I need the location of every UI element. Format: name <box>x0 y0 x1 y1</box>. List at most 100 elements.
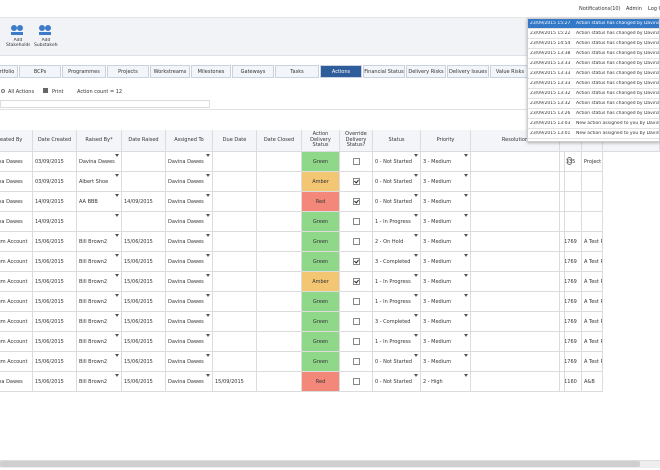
column-header[interactable]: Override Delivery Status? <box>340 130 373 152</box>
dropdown-arrow[interactable] <box>414 174 418 177</box>
dropdown-arrow[interactable] <box>115 314 119 317</box>
grid-cell[interactable]: Davina Dawes <box>166 192 213 212</box>
grid-cell[interactable]: Davina Dawes <box>166 172 213 192</box>
grid-cell[interactable]: 1 - In Progress <box>373 272 421 292</box>
column-header[interactable]: Assigned To <box>166 130 213 152</box>
dropdown-arrow[interactable] <box>206 274 210 277</box>
notification[interactable]: 23/09/2015 13:38 Action status has change… <box>528 49 659 59</box>
attachment-icon[interactable] <box>567 157 572 165</box>
grid-cell[interactable]: 0 - Not Started <box>373 152 421 172</box>
override-checkbox[interactable] <box>352 238 360 245</box>
dropdown-arrow[interactable] <box>464 374 468 377</box>
dropdown-arrow[interactable] <box>414 254 418 257</box>
grid-cell[interactable]: 2 - On Hold <box>373 232 421 252</box>
dropdown-arrow[interactable] <box>464 314 468 317</box>
notification[interactable]: 23/09/2015 13:33 Action status has change… <box>528 59 659 69</box>
dropdown-arrow[interactable] <box>414 294 418 297</box>
grid-cell[interactable]: Davina Dawes <box>166 272 213 292</box>
grid-cell[interactable]: 1 - In Progress <box>373 292 421 312</box>
dropdown-arrow[interactable] <box>414 214 418 217</box>
dropdown-arrow[interactable] <box>206 194 210 197</box>
override-checkbox[interactable] <box>352 158 360 165</box>
notification[interactable]: 23/09/2015 13:03 New action assigned to y… <box>528 119 659 129</box>
notification[interactable]: 23/09/2015 13:33 Action status has change… <box>528 69 659 79</box>
grid-cell[interactable]: 1 - In Progress <box>373 212 421 232</box>
grid-cell[interactable]: Davina Dawes <box>166 152 213 172</box>
grid-cell[interactable]: Davina Dawes <box>166 312 213 332</box>
grid-cell[interactable]: 3 - Medium <box>421 232 471 252</box>
all-actions-label[interactable]: All Actions <box>8 89 35 95</box>
notification[interactable]: 23/09/2015 15:22 Action status has change… <box>528 29 659 39</box>
ribbon-button-label[interactable]: Add Substakeholder <box>34 38 58 48</box>
grid-cell[interactable]: 3 - Medium <box>421 252 471 272</box>
override-checkbox[interactable] <box>352 298 360 305</box>
dropdown-arrow[interactable] <box>206 334 210 337</box>
tab[interactable]: Programmes <box>62 65 106 78</box>
column-header[interactable]: Date Created <box>33 130 77 152</box>
grid-cell[interactable]: 3 - Medium <box>421 332 471 352</box>
tab[interactable]: Milestones <box>191 65 231 78</box>
grid-cell[interactable]: 0 - Not Started <box>373 192 421 212</box>
dropdown-arrow[interactable] <box>115 254 119 257</box>
scroll-thumb[interactable] <box>0 461 640 467</box>
dropdown-arrow[interactable] <box>414 354 418 357</box>
column-header[interactable]: Created By <box>0 130 33 152</box>
column-header[interactable]: Raised By* <box>77 130 122 152</box>
search-box[interactable] <box>0 100 210 108</box>
grid-cell[interactable]: Davina Dawes <box>166 292 213 312</box>
dropdown-arrow[interactable] <box>115 334 119 337</box>
grid-cell[interactable]: Albert Shoe <box>77 172 122 192</box>
dropdown-arrow[interactable] <box>115 194 119 197</box>
dropdown-arrow[interactable] <box>414 234 418 237</box>
column-header[interactable]: Date Raised <box>122 130 166 152</box>
override-checkbox[interactable] <box>352 338 360 345</box>
dropdown-arrow[interactable] <box>115 274 119 277</box>
override-checkbox[interactable] <box>352 218 360 225</box>
logout-link[interactable]: Log Out <box>648 6 660 12</box>
tab[interactable]: Portfolio <box>0 65 18 78</box>
dropdown-arrow[interactable] <box>206 214 210 217</box>
grid-cell[interactable]: 1 - In Progress <box>373 332 421 352</box>
grid-cell[interactable]: 3 - Completed <box>373 312 421 332</box>
dropdown-arrow[interactable] <box>115 294 119 297</box>
dropdown-arrow[interactable] <box>414 194 418 197</box>
grid-cell[interactable]: 3 - Medium <box>421 192 471 212</box>
dropdown-arrow[interactable] <box>115 234 119 237</box>
tab[interactable]: Projects <box>107 65 149 78</box>
grid-cell[interactable]: 0 - Not Started <box>373 372 421 392</box>
notification[interactable]: 23/09/2015 13:26 Action status has change… <box>528 109 659 119</box>
notifications-link[interactable]: Notifications(10) <box>579 6 621 12</box>
tab[interactable]: Tasks <box>275 65 319 78</box>
dropdown-arrow[interactable] <box>115 154 119 157</box>
grid-cell[interactable]: Bill Brown2 <box>77 272 122 292</box>
dropdown-arrow[interactable] <box>464 254 468 257</box>
tab[interactable]: Gateways <box>232 65 274 78</box>
grid-cell[interactable]: 3 - Medium <box>421 352 471 372</box>
grid-cell[interactable]: 3 - Medium <box>421 272 471 292</box>
grid-cell[interactable]: Bill Brown2 <box>77 292 122 312</box>
dropdown-arrow[interactable] <box>206 354 210 357</box>
grid-cell[interactable]: Bill Brown2 <box>77 352 122 372</box>
grid-cell[interactable]: 3 - Medium <box>421 172 471 192</box>
tab[interactable]: Delivery Issues <box>447 65 489 78</box>
grid-cell[interactable]: Bill Brown2 <box>77 372 122 392</box>
grid-cell[interactable]: Davina Dawes <box>166 212 213 232</box>
dropdown-arrow[interactable] <box>115 214 119 217</box>
dropdown-arrow[interactable] <box>464 274 468 277</box>
grid-cell[interactable]: 2 - High <box>421 372 471 392</box>
user-link[interactable]: Admin <box>626 6 642 12</box>
dropdown-arrow[interactable] <box>206 314 210 317</box>
override-checkbox[interactable] <box>352 258 360 265</box>
notification[interactable]: 23/09/2015 13:32 Action status has change… <box>528 89 659 99</box>
dropdown-arrow[interactable] <box>414 274 418 277</box>
tab[interactable]: Value Risks <box>490 65 530 78</box>
radio[interactable] <box>1 89 5 93</box>
column-header[interactable]: Action Delivery Status <box>302 130 340 152</box>
dropdown-arrow[interactable] <box>206 254 210 257</box>
dropdown-arrow[interactable] <box>464 214 468 217</box>
dropdown-arrow[interactable] <box>464 174 468 177</box>
column-header[interactable]: Status <box>373 130 421 152</box>
dropdown-arrow[interactable] <box>115 354 119 357</box>
tab[interactable]: Delivery Risks <box>406 65 446 78</box>
notification[interactable]: 23/09/2015 15:27 Action status has change… <box>528 19 659 29</box>
